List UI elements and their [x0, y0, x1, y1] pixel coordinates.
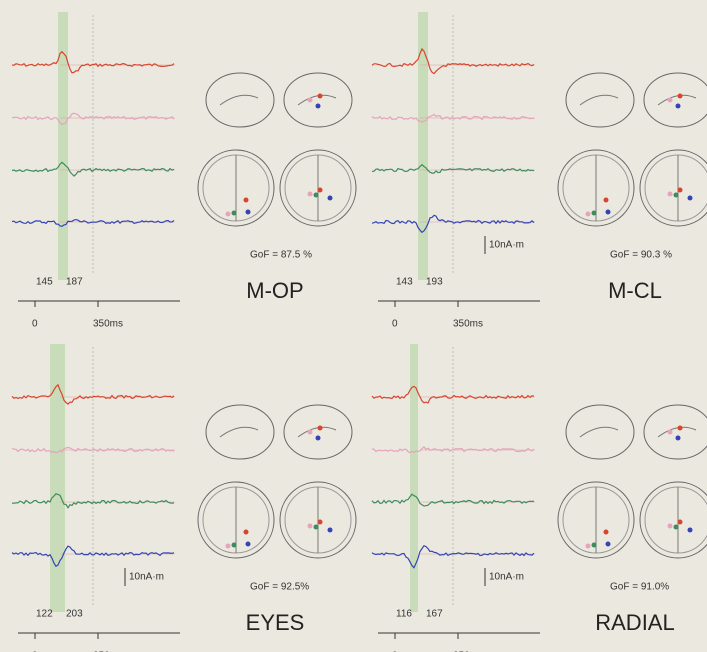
window-start: 122	[36, 609, 53, 620]
dipole	[676, 436, 681, 441]
dipole	[606, 542, 611, 547]
dipole	[676, 104, 681, 109]
dipole	[318, 426, 323, 431]
scale-label: 10nA·m	[489, 240, 524, 251]
dipole	[674, 193, 679, 198]
dipole	[246, 542, 251, 547]
dipole	[244, 530, 249, 535]
dipole	[586, 212, 591, 217]
panel-label: M-OP	[246, 278, 303, 303]
time-window	[50, 344, 65, 612]
scale-label: 10nA·m	[129, 572, 164, 583]
dipole	[678, 188, 683, 193]
dipole	[674, 525, 679, 530]
dipole	[308, 524, 313, 529]
panel-label: EYES	[246, 610, 305, 635]
dipole	[678, 426, 683, 431]
window-end: 203	[66, 609, 83, 620]
dipole	[318, 188, 323, 193]
goodness-of-fit: GoF = 90.3 %	[610, 250, 672, 261]
dipole	[328, 196, 333, 201]
dipole	[232, 211, 237, 216]
window-start: 116	[396, 609, 412, 620]
dipole	[308, 98, 313, 103]
panel-label: RADIAL	[595, 610, 674, 635]
goodness-of-fit: GoF = 91.0%	[610, 582, 669, 593]
dipole	[688, 196, 693, 201]
dipole	[328, 528, 333, 533]
dipole	[668, 98, 673, 103]
dipole	[308, 192, 313, 197]
dipole	[688, 528, 693, 533]
dipole	[316, 104, 321, 109]
dipole	[246, 210, 251, 215]
goodness-of-fit: GoF = 87.5 %	[250, 250, 312, 261]
window-end: 193	[426, 277, 443, 288]
axis-tick-label: 0	[392, 319, 398, 330]
dipole	[604, 530, 609, 535]
window-end: 167	[426, 609, 443, 620]
window-end: 187	[66, 277, 83, 288]
dipole	[592, 543, 597, 548]
dipole	[668, 524, 673, 529]
dipole	[226, 212, 231, 217]
dipole	[678, 94, 683, 99]
dipole	[232, 543, 237, 548]
dipole	[592, 211, 597, 216]
figure: 145 187 0 350ms GoF = 87.5 % M-OP 143 193 0 350ms…	[0, 0, 707, 652]
dipole	[244, 198, 249, 203]
panel-label: M-CL	[608, 278, 662, 303]
axis-tick-label: 350ms	[93, 319, 123, 330]
axis-tick-label: 0	[32, 319, 38, 330]
time-window	[418, 12, 428, 280]
dipole	[606, 210, 611, 215]
dipole	[318, 520, 323, 525]
dipole	[226, 544, 231, 549]
dipole	[316, 436, 321, 441]
dipole	[668, 192, 673, 197]
axis-tick-label: 350ms	[453, 319, 483, 330]
window-start: 145	[36, 277, 53, 288]
dipole	[318, 94, 323, 99]
window-start: 143	[396, 277, 413, 288]
dipole	[668, 430, 673, 435]
dipole	[678, 520, 683, 525]
time-window	[410, 344, 418, 612]
dipole	[314, 193, 319, 198]
dipole	[314, 525, 319, 530]
dipole	[308, 430, 313, 435]
dipole	[586, 544, 591, 549]
dipole	[604, 198, 609, 203]
goodness-of-fit: GoF = 92.5%	[250, 582, 309, 593]
scale-label: 10nA·m	[489, 572, 524, 583]
